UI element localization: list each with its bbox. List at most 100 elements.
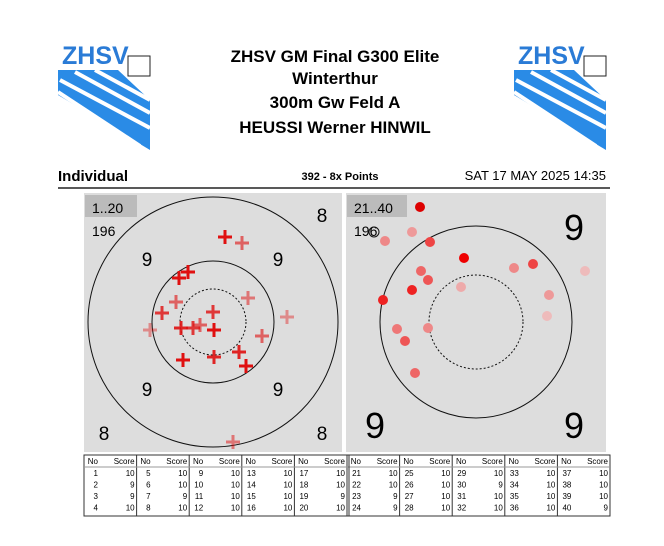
total: 196 xyxy=(354,223,378,239)
shot-score: 9 xyxy=(393,504,398,513)
total: 196 xyxy=(92,223,116,239)
shot-score: 10 xyxy=(178,504,187,513)
shot-no: 23 xyxy=(352,492,361,501)
shot xyxy=(193,318,207,332)
col-header: No xyxy=(88,457,99,466)
shot-score: 10 xyxy=(231,469,240,478)
shot-score: 9 xyxy=(130,492,135,501)
shot-score: 10 xyxy=(599,481,608,490)
shot-score: 9 xyxy=(393,492,398,501)
shot-no: 14 xyxy=(247,481,256,490)
shot-score: 10 xyxy=(389,469,398,478)
col-header: No xyxy=(403,457,414,466)
shot-no: 25 xyxy=(405,469,414,478)
col-header: Score xyxy=(482,457,503,466)
shot-no: 38 xyxy=(562,481,571,490)
col-header: No xyxy=(509,457,520,466)
range: 1..20 xyxy=(92,200,123,216)
ring-label: 9 xyxy=(564,405,584,446)
shot-score: 10 xyxy=(599,469,608,478)
col-header: Score xyxy=(166,457,187,466)
shot-no: 26 xyxy=(405,481,414,490)
shot-no: 8 xyxy=(146,504,151,513)
target-left: 1..20 196 8 9 9 9 9 8 8 xyxy=(84,193,342,452)
shot-no: 18 xyxy=(299,481,308,490)
shot-no: 10 xyxy=(194,481,203,490)
shot-no: 32 xyxy=(457,504,466,513)
discipline: 300m Gw Feld A xyxy=(270,93,401,112)
shot-score: 10 xyxy=(231,481,240,490)
col-header: No xyxy=(351,457,362,466)
shot-score: 10 xyxy=(494,469,503,478)
shot-no: 27 xyxy=(405,492,414,501)
col-header: Score xyxy=(219,457,240,466)
shot-score: 9 xyxy=(130,481,135,490)
shot-no: 33 xyxy=(510,469,519,478)
result: 392 - 8x Points xyxy=(301,171,378,183)
shot-score: 10 xyxy=(178,469,187,478)
shot-no: 15 xyxy=(247,492,256,501)
shot xyxy=(174,321,188,335)
shot-score: 10 xyxy=(546,504,555,513)
shot xyxy=(235,236,249,250)
shot-no: 35 xyxy=(510,492,519,501)
shot-score: 10 xyxy=(441,481,450,490)
shot-no: 20 xyxy=(299,504,308,513)
shot-no: 37 xyxy=(562,469,571,478)
shot-score: 10 xyxy=(336,469,345,478)
ring-label: 9 xyxy=(273,380,284,401)
mode: Individual xyxy=(58,168,128,185)
shot-no: 36 xyxy=(510,504,519,513)
shot xyxy=(232,345,246,359)
logo-text: ZHSV xyxy=(518,42,585,70)
shot-score: 10 xyxy=(178,481,187,490)
col-header: Score xyxy=(587,457,608,466)
shot-no: 2 xyxy=(94,481,99,490)
shot-no: 6 xyxy=(146,481,151,490)
shot xyxy=(280,310,294,324)
ring-label: 9 xyxy=(564,207,584,248)
shot xyxy=(155,306,169,320)
target-right: 21..40 196 9 9 9 xyxy=(346,193,606,452)
shot xyxy=(241,291,255,305)
shot-score: 10 xyxy=(599,492,608,501)
shot-score: 10 xyxy=(441,504,450,513)
col-header: Score xyxy=(377,457,398,466)
shot-score: 10 xyxy=(283,469,292,478)
shot-no: 1 xyxy=(94,469,99,478)
shot xyxy=(172,271,186,285)
title: ZHSV GM Final G300 Elite xyxy=(231,47,440,66)
shot-score: 10 xyxy=(283,481,292,490)
logo: ZHSV xyxy=(512,42,607,150)
col-header: No xyxy=(193,457,204,466)
shot-score: 10 xyxy=(494,492,503,501)
shot xyxy=(186,321,200,335)
shot xyxy=(226,435,240,449)
shot-score: 9 xyxy=(183,492,188,501)
shot-score: 10 xyxy=(494,504,503,513)
shot-no: 13 xyxy=(247,469,256,478)
shot xyxy=(181,265,195,279)
location: Winterthur xyxy=(292,69,378,88)
shot-no: 12 xyxy=(194,504,203,513)
shot-score: 10 xyxy=(283,504,292,513)
shot-score: 10 xyxy=(231,504,240,513)
shot-no: 21 xyxy=(352,469,361,478)
ring-label: 9 xyxy=(142,250,153,271)
ring-label: 8 xyxy=(317,424,328,445)
shot xyxy=(207,350,221,364)
col-header: No xyxy=(246,457,257,466)
shot-no: 19 xyxy=(299,492,308,501)
shot-score: 10 xyxy=(336,504,345,513)
ring-label: 8 xyxy=(317,206,328,227)
col-header: Score xyxy=(534,457,555,466)
shot-score: 10 xyxy=(546,492,555,501)
datetime: SAT 17 MAY 2025 14:35 xyxy=(465,168,606,183)
shot-no: 3 xyxy=(94,492,99,501)
shot xyxy=(143,323,157,337)
shot-score: 10 xyxy=(126,469,135,478)
shot-score: 10 xyxy=(546,469,555,478)
shot-score: 10 xyxy=(231,492,240,501)
